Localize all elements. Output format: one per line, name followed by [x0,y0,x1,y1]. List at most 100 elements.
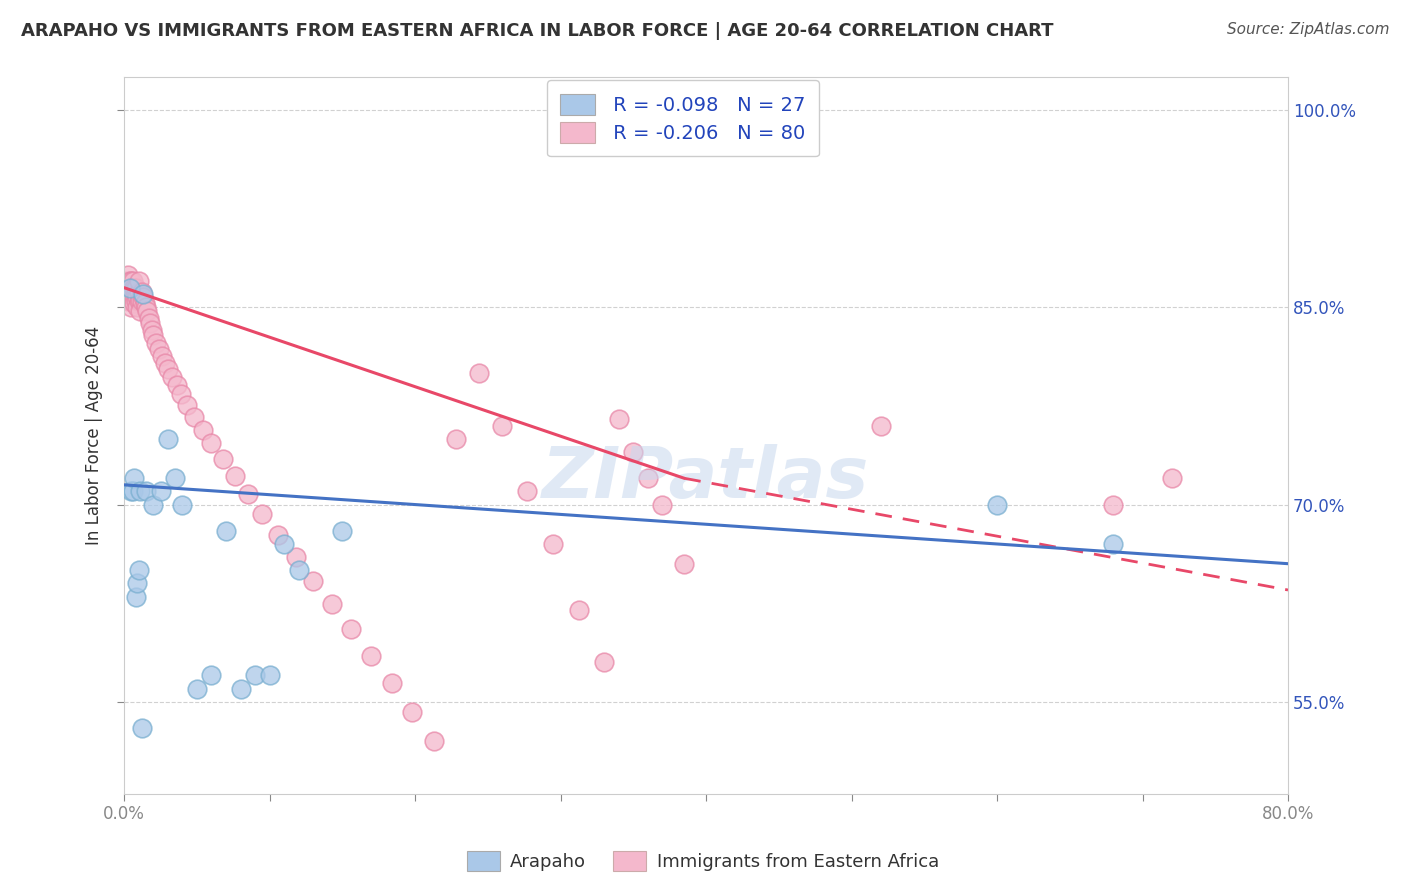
Text: ARAPAHO VS IMMIGRANTS FROM EASTERN AFRICA IN LABOR FORCE | AGE 20-64 CORRELATION: ARAPAHO VS IMMIGRANTS FROM EASTERN AFRIC… [21,22,1053,40]
Point [148,343,170,357]
Point [153,356,176,370]
Point [267,528,290,542]
Point [321,598,343,612]
Point [125,293,148,308]
Point [637,471,659,485]
Point [259,668,281,682]
Point [135,484,157,499]
Point [156,432,179,446]
Point [115,287,138,301]
Text: Source: ZipAtlas.com: Source: ZipAtlas.com [1226,22,1389,37]
Point [120,281,142,295]
Point [118,293,141,308]
Point [138,310,160,325]
Point [135,301,157,315]
Point [132,287,155,301]
Point [176,398,198,412]
Point [121,285,143,299]
Point [142,328,165,343]
Point [124,296,146,310]
Point [117,268,139,282]
Point [120,484,142,499]
Point [145,335,167,350]
Point [149,484,172,499]
Point [516,484,538,499]
Point [302,574,325,588]
Point [200,668,222,682]
Point [120,274,142,288]
Point [215,524,238,538]
Legend: Arapaho, Immigrants from Eastern Africa: Arapaho, Immigrants from Eastern Africa [460,844,946,879]
Point [273,537,295,551]
Point [121,290,143,304]
Point [165,471,187,485]
Point [125,590,148,604]
Point [129,304,152,318]
Point [172,498,194,512]
Point [128,274,150,288]
Point [186,681,208,696]
Point [869,418,891,433]
Point [330,524,353,538]
Point [568,603,591,617]
Point [132,290,155,304]
Point [191,423,214,437]
Point [543,537,565,551]
Point [1102,537,1125,551]
Point [284,550,307,565]
Point [150,349,173,363]
Point [1102,498,1125,512]
Point [117,281,139,295]
Point [142,498,165,512]
Point [124,471,146,485]
Point [129,484,152,499]
Point [607,412,630,426]
Point [118,287,141,301]
Point [127,290,149,304]
Point [129,293,152,307]
Point [124,290,146,304]
Point [131,285,153,299]
Point [139,316,162,330]
Point [125,281,148,295]
Point [121,484,143,499]
Point [1160,471,1182,485]
Point [340,623,363,637]
Point [120,301,142,315]
Point [114,281,136,295]
Point [156,362,179,376]
Point [127,301,149,315]
Point [117,293,139,308]
Point [121,274,143,288]
Point [120,285,142,299]
Point [124,281,146,295]
Point [229,681,252,696]
Point [360,648,382,663]
Point [118,274,141,288]
Text: ZIPatlas: ZIPatlas [543,444,870,513]
Point [287,563,309,577]
Point [128,285,150,299]
Point [621,445,644,459]
Point [128,293,150,308]
Point [381,676,404,690]
Point [118,281,141,295]
Point [131,293,153,308]
Point [236,487,259,501]
Point [491,418,513,433]
Point [127,576,149,591]
Point [224,468,246,483]
Point [423,734,446,748]
Point [183,409,205,424]
Point [136,304,159,318]
Point [401,705,423,719]
Point [986,498,1008,512]
Point [444,432,467,446]
Point [118,281,141,295]
Point [170,387,193,401]
Point [128,563,150,577]
Point [212,451,235,466]
Point [166,378,188,392]
Point [160,370,183,384]
Legend:  R = -0.098   N = 27,  R = -0.206   N = 80: R = -0.098 N = 27, R = -0.206 N = 80 [547,80,818,156]
